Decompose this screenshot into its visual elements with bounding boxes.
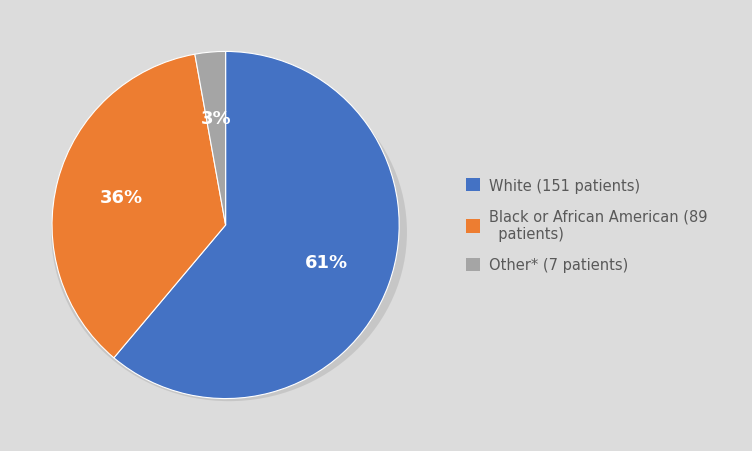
Wedge shape xyxy=(52,55,226,358)
Ellipse shape xyxy=(51,64,407,401)
Text: 61%: 61% xyxy=(305,253,348,271)
Text: 3%: 3% xyxy=(201,110,232,128)
Wedge shape xyxy=(195,52,226,226)
Wedge shape xyxy=(114,52,399,399)
Text: 36%: 36% xyxy=(100,189,143,207)
Legend: White (151 patients), Black or African American (89
  patients), Other* (7 patie: White (151 patients), Black or African A… xyxy=(459,171,715,280)
